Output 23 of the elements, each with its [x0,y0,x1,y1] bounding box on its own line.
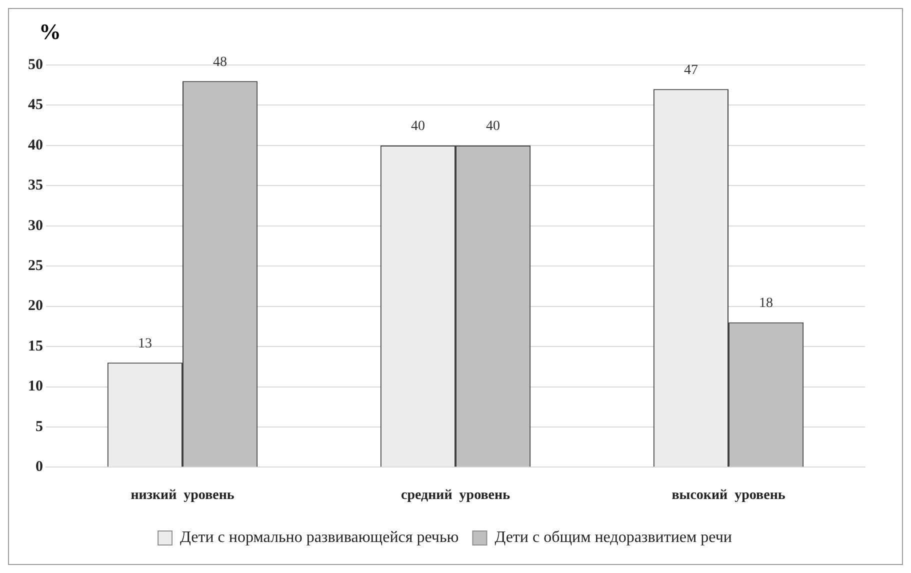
y-tick-label: 20 [28,298,43,314]
legend-label: Дети с общим недоразвитием речи [494,529,732,546]
data-label: 13 [138,336,152,352]
y-tick-label: 30 [28,218,43,234]
y-tick-label: 50 [28,56,43,73]
y-tick-label: 15 [28,338,43,354]
y-tick-label: 25 [28,258,43,274]
y-tick-label: 35 [28,178,43,194]
data-label: 47 [684,62,698,78]
y-tick-label: 0 [36,459,43,476]
legend-label: Дети с нормально развивающейся речью [180,529,459,546]
x-tick-label: высокий уровень [672,488,786,504]
y-tick-label: 45 [28,97,43,114]
x-tick-label: низкий уровень [130,488,235,504]
y-tick-label: 40 [28,137,43,154]
data-label: 18 [759,296,774,312]
data-label: 40 [410,119,425,134]
y-axis-title: % [39,19,61,45]
data-label: 48 [213,54,228,70]
y-tick-label: 5 [36,418,43,435]
x-tick-label: средний уровень [401,488,511,504]
y-tick-label: 10 [28,378,43,395]
data-label: 40 [486,119,500,134]
